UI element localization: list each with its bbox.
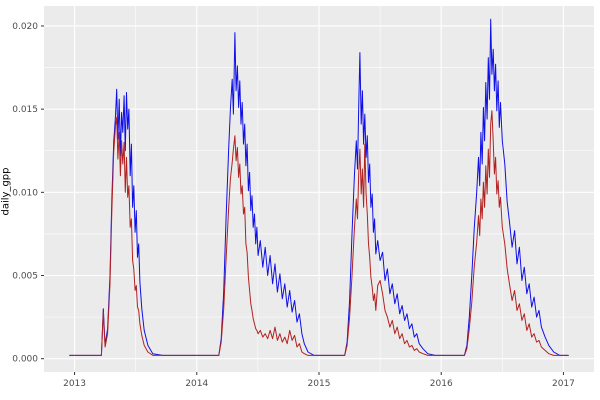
y-tick-label: 0.015 [12,105,38,115]
x-tick-label: 2016 [430,379,453,389]
y-tick-label: 0.005 [12,272,38,282]
x-tick-label: 2014 [185,379,208,389]
y-axis-title: daily_gpp [0,167,12,216]
x-tick-label: 2015 [308,379,331,389]
x-tick-label: 2013 [63,379,86,389]
x-tick-label: 2017 [552,379,575,389]
y-tick-label: 0.010 [12,188,38,198]
series-darkred-line [69,110,569,356]
y-tick-label: 0.020 [12,22,38,32]
y-tick-label: 0.000 [12,355,38,365]
